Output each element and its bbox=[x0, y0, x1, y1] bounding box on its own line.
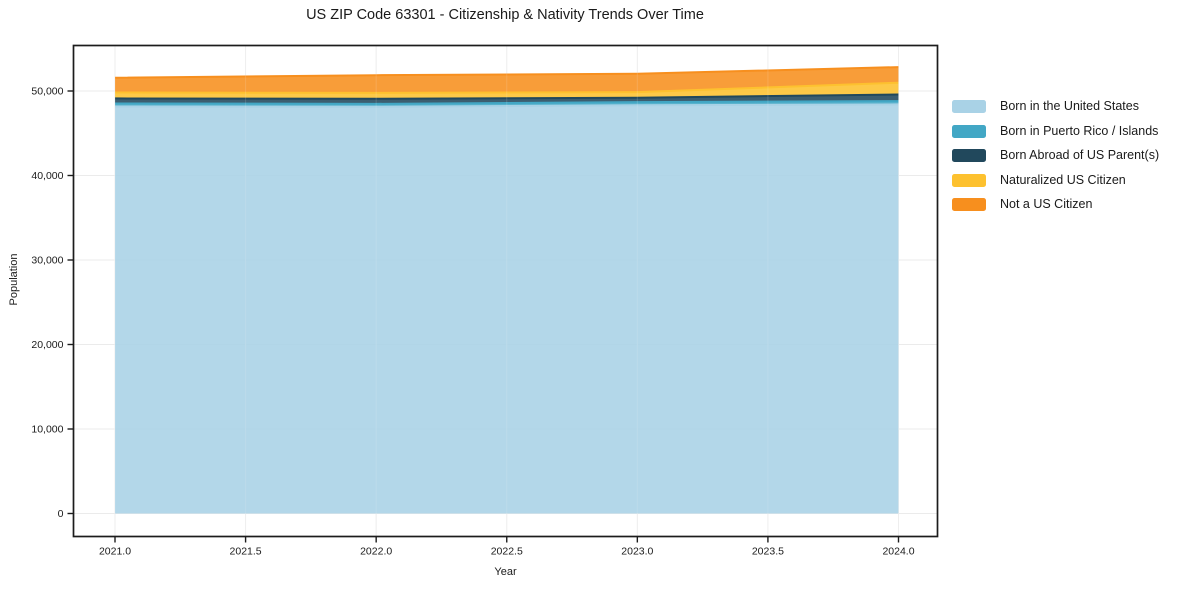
legend-item: Naturalized US Citizen bbox=[952, 172, 1159, 187]
y-tick-label: 0 bbox=[58, 508, 64, 520]
area-band bbox=[115, 104, 899, 514]
legend-item: Born Abroad of US Parent(s) bbox=[952, 149, 1159, 162]
legend-swatch-not-citizen bbox=[952, 198, 986, 211]
area-band bbox=[115, 82, 899, 99]
y-axis-title: Population bbox=[8, 254, 20, 306]
legend-swatch-puerto-rico bbox=[952, 124, 986, 138]
legend-item: Not a US Citizen bbox=[952, 198, 1159, 211]
legend-item: Born in Puerto Rico / Islands bbox=[952, 123, 1159, 138]
legend-item: Born in the United States bbox=[952, 100, 1159, 113]
y-tick-label: 40,000 bbox=[31, 170, 63, 182]
legend-label: Born in Puerto Rico / Islands bbox=[1000, 123, 1159, 138]
legend-label: Naturalized US Citizen bbox=[1000, 172, 1126, 187]
x-tick-label: 2022.5 bbox=[491, 546, 523, 558]
y-tick-label: 20,000 bbox=[31, 339, 63, 351]
area-band-edge bbox=[114, 100, 899, 105]
x-tick-label: 2021.0 bbox=[99, 546, 131, 558]
plot-frame bbox=[72, 44, 939, 538]
x-axis-title: Year bbox=[494, 566, 517, 578]
y-tick-label: 30,000 bbox=[31, 255, 63, 267]
x-tick-label: 2024.0 bbox=[882, 546, 914, 558]
y-tick-label: 10,000 bbox=[31, 424, 63, 436]
area-band-edge bbox=[114, 66, 899, 79]
y-tick-label: 50,000 bbox=[31, 86, 63, 98]
legend: Born in the United States Born in Puerto… bbox=[952, 100, 1159, 223]
x-tick-label: 2023.5 bbox=[752, 546, 784, 558]
legend-swatch-born-abroad bbox=[952, 149, 986, 162]
legend-swatch-born-us bbox=[952, 100, 986, 113]
x-tick-label: 2021.5 bbox=[230, 546, 262, 558]
x-tick-label: 2022.0 bbox=[360, 546, 392, 558]
chart-title: US ZIP Code 63301 - Citizenship & Nativi… bbox=[306, 7, 704, 23]
legend-label: Born Abroad of US Parent(s) bbox=[1000, 148, 1160, 162]
legend-label: Born in the United States bbox=[1000, 99, 1139, 113]
area-band-edge bbox=[114, 93, 899, 100]
area-band bbox=[115, 67, 899, 93]
legend-swatch-naturalized bbox=[952, 173, 986, 187]
x-tick-label: 2023.0 bbox=[621, 546, 653, 558]
area-band-edge bbox=[114, 81, 899, 94]
area-band-edge bbox=[114, 103, 899, 108]
legend-label: Not a US Citizen bbox=[1000, 197, 1093, 211]
